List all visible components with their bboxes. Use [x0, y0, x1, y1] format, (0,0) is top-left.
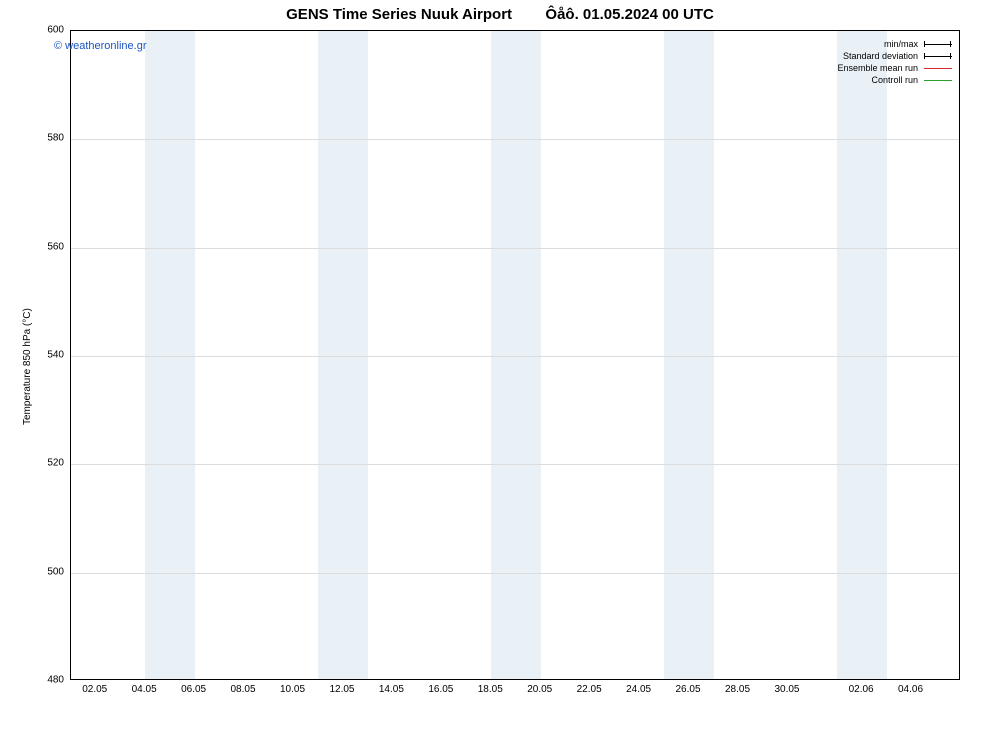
legend-item: Controll run [837, 74, 952, 86]
x-tick-label: 04.06 [898, 684, 923, 695]
y-tick-label: 480 [47, 675, 64, 686]
legend-label: Controll run [871, 74, 918, 86]
x-tick-label: 08.05 [231, 684, 256, 695]
x-tick-label: 02.05 [82, 684, 107, 695]
legend-label: Standard deviation [843, 50, 918, 62]
y-gridline [71, 248, 959, 249]
x-tick-label: 24.05 [626, 684, 651, 695]
weekend-band [491, 31, 540, 679]
x-tick-label: 12.05 [329, 684, 354, 695]
weekend-band [318, 31, 367, 679]
y-tick-label: 580 [47, 133, 64, 144]
title-spacer [516, 6, 541, 23]
legend-label: min/max [884, 38, 918, 50]
y-gridline [71, 139, 959, 140]
x-tick-label: 02.06 [849, 684, 874, 695]
x-tick-label: 16.05 [428, 684, 453, 695]
x-tick-label: 26.05 [676, 684, 701, 695]
legend: min/maxStandard deviationEnsemble mean r… [833, 36, 956, 88]
legend-item: Standard deviation [837, 50, 952, 62]
title-right: Ôåô. 01.05.2024 00 UTC [545, 6, 713, 23]
x-tick-label: 14.05 [379, 684, 404, 695]
y-axis-title: Temperature 850 hPa (°C) [22, 308, 33, 425]
legend-marker [924, 75, 952, 85]
legend-item: Ensemble mean run [837, 62, 952, 74]
chart-container: GENS Time Series Nuuk Airport Ôåô. 01.05… [0, 0, 1000, 733]
y-gridline [71, 356, 959, 357]
y-gridline [71, 464, 959, 465]
plot-area [70, 30, 960, 680]
watermark: © weatheronline.gr [54, 40, 147, 52]
legend-label: Ensemble mean run [837, 62, 918, 74]
legend-marker [924, 51, 952, 61]
x-tick-label: 30.05 [774, 684, 799, 695]
x-tick-label: 22.05 [577, 684, 602, 695]
x-tick-label: 20.05 [527, 684, 552, 695]
x-tick-label: 28.05 [725, 684, 750, 695]
x-tick-label: 06.05 [181, 684, 206, 695]
x-tick-label: 04.05 [132, 684, 157, 695]
y-tick-label: 540 [47, 350, 64, 361]
chart-title: GENS Time Series Nuuk Airport Ôåô. 01.05… [0, 6, 1000, 23]
x-tick-label: 10.05 [280, 684, 305, 695]
weekend-band [664, 31, 713, 679]
legend-marker [924, 39, 952, 49]
y-tick-label: 560 [47, 241, 64, 252]
y-tick-label: 600 [47, 25, 64, 36]
title-left: GENS Time Series Nuuk Airport [286, 6, 512, 23]
y-tick-label: 500 [47, 566, 64, 577]
legend-marker [924, 63, 952, 73]
weekend-band [837, 31, 886, 679]
legend-item: min/max [837, 38, 952, 50]
x-tick-label: 18.05 [478, 684, 503, 695]
weekend-band [145, 31, 194, 679]
y-gridline [71, 573, 959, 574]
y-tick-label: 520 [47, 458, 64, 469]
